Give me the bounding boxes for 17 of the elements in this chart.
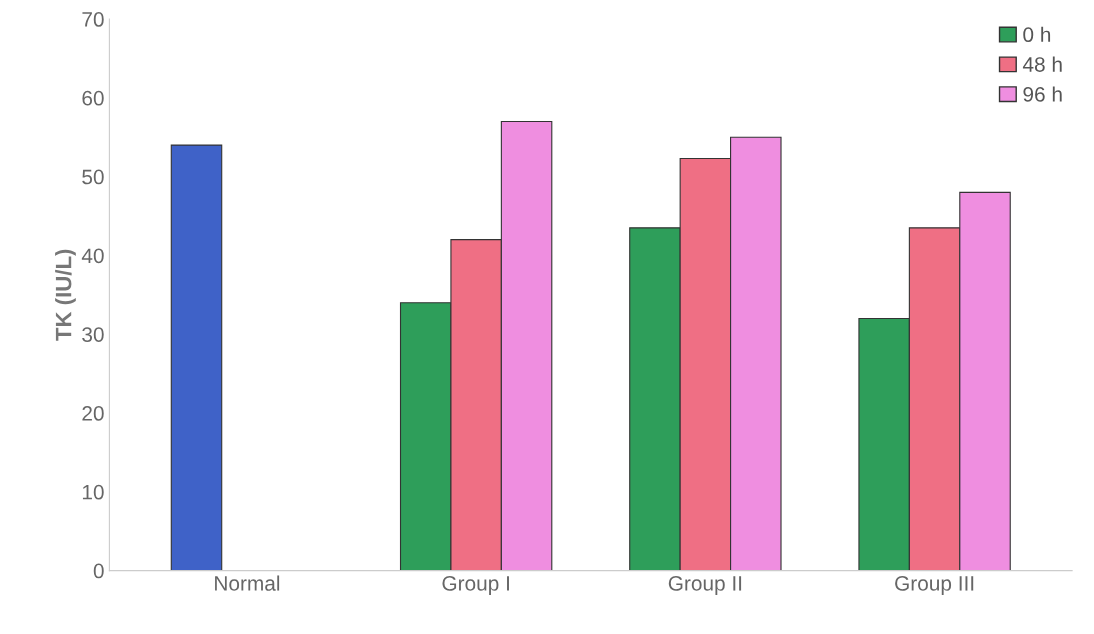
y-tick-label: 10 xyxy=(82,484,104,500)
x-tick-label: Group I xyxy=(442,576,509,595)
y-tick-label: 70 xyxy=(82,12,104,27)
y-tick-label: 20 xyxy=(82,406,104,421)
y-tick-label: 60 xyxy=(82,90,104,106)
legend-label: 48 h xyxy=(1022,56,1062,72)
y-axis-title: TK (IU/L) xyxy=(55,249,76,341)
y-tick-label: 40 xyxy=(81,248,104,264)
y-tick-label: 30 xyxy=(82,327,104,342)
y-tick-label: 0 xyxy=(93,563,104,579)
x-tick-label: Group III xyxy=(895,576,974,595)
legend-label: 96 h xyxy=(1023,86,1062,102)
x-tick-label: Normal xyxy=(215,575,280,591)
bar xyxy=(170,144,223,571)
x-tick-label: Group II xyxy=(668,576,742,595)
y-tick-label: 50 xyxy=(82,169,104,185)
legend-label: 0 h xyxy=(1023,26,1051,43)
